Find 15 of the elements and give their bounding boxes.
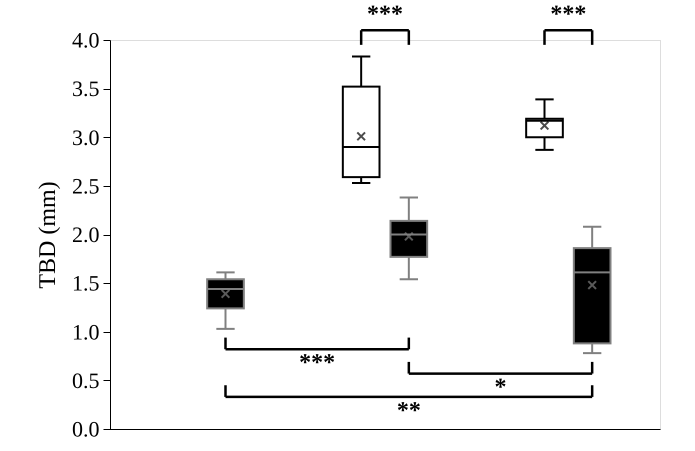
y-tick-label: 2.5 — [72, 173, 100, 198]
text: *** — [367, 2, 403, 28]
y-tick-label: 1.0 — [72, 319, 100, 344]
annotation: *** — [299, 350, 336, 376]
y-tick-label: 0.0 — [72, 416, 100, 442]
y-tick-label: 3.5 — [72, 76, 100, 102]
annotation: * — [494, 374, 506, 400]
y-tick-label: 3.0 — [72, 124, 100, 150]
annotation: ** — [396, 398, 421, 424]
y-tick-label: 2.0 — [72, 222, 100, 247]
text: *** — [550, 2, 586, 28]
y-tick-label: 1.5 — [72, 270, 100, 296]
y-tick-label: 0.5 — [72, 368, 100, 393]
y-tick-label: 4.0 — [72, 28, 100, 52]
y-axis-title: TBD (mm) — [35, 181, 61, 289]
